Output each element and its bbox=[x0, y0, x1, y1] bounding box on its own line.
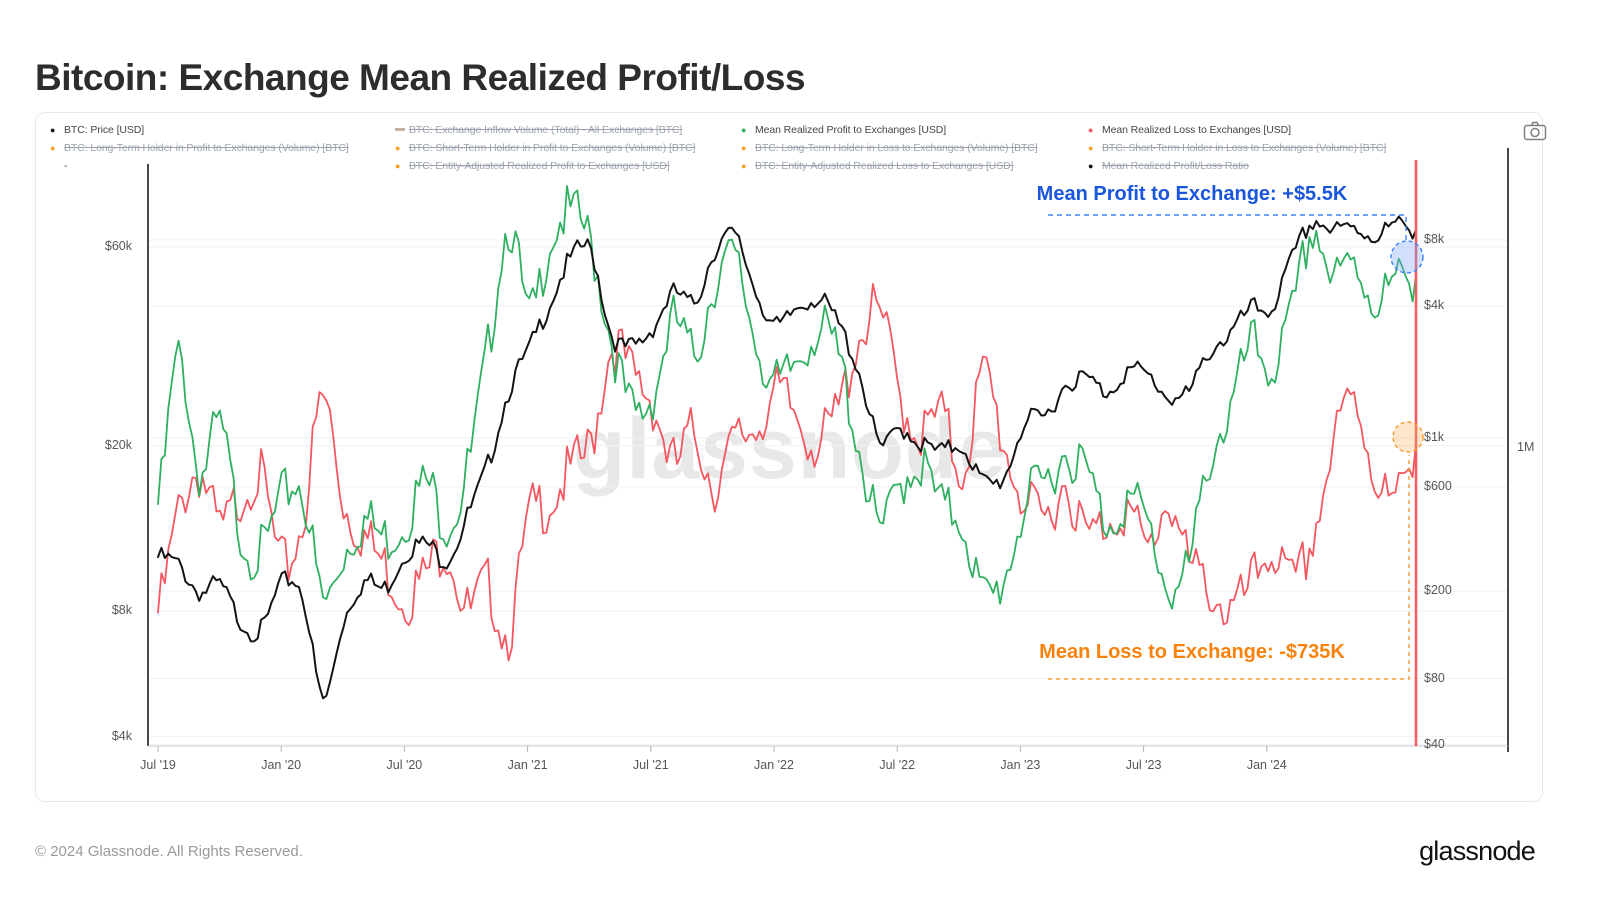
right-axis-tick: $600 bbox=[1424, 478, 1452, 493]
legend-item[interactable]: ● BTC: Long-Term Holder in Profit to Exch… bbox=[50, 142, 395, 155]
left-axis-tick: $4k bbox=[111, 728, 132, 743]
chart-card bbox=[35, 112, 1543, 802]
legend-item-label: BTC: Entity-Adjusted Realized Profit to … bbox=[409, 160, 670, 172]
legend-item-label: - bbox=[64, 160, 68, 172]
left-axis-tick: $60k bbox=[104, 239, 132, 253]
legend-item[interactable]: ● Mean Realized Loss to Exchanges [USD] bbox=[1088, 124, 1386, 137]
loss-highlight-circle bbox=[1392, 421, 1424, 453]
legend-dot-icon: ● bbox=[50, 125, 56, 135]
right-axis-tick: $80 bbox=[1424, 670, 1445, 685]
profit-highlight-circle bbox=[1390, 240, 1424, 274]
loss-annotation-dashes bbox=[1048, 455, 1410, 680]
right-axis-tick: $4k bbox=[1424, 298, 1445, 312]
annotation-mean-profit: Mean Profit to Exchange: +$5.5K bbox=[1036, 183, 1348, 205]
legend-item[interactable]: ● BTC: Short-Term Holder in Loss to Excha… bbox=[1088, 142, 1386, 155]
legend-dot-icon: ● bbox=[50, 143, 56, 153]
x-axis-tick: Jul '20 bbox=[386, 758, 423, 772]
left-axis-tick: $8k bbox=[111, 603, 132, 618]
right-axis-tick: $1k bbox=[1424, 430, 1445, 445]
legend-dot-icon: ● bbox=[1088, 143, 1094, 153]
legend-item-label: Mean Realized Profit to Exchanges [USD] bbox=[755, 124, 947, 136]
far-right-axis-tick: 1M bbox=[1517, 440, 1535, 454]
legend-item[interactable]: ● Mean Realized Profit/Loss Ratio bbox=[1088, 160, 1386, 173]
copyright-text: © 2024 Glassnode. All Rights Reserved. bbox=[35, 843, 303, 860]
legend-item[interactable]: ● BTC: Entity-Adjusted Realized Loss to E… bbox=[741, 160, 1088, 173]
glassnode-logo: glassnode bbox=[1419, 836, 1536, 866]
right-axis-tick: $8k bbox=[1424, 232, 1445, 246]
x-axis-tick: Jan '24 bbox=[1246, 758, 1287, 772]
legend-dot-icon: ● bbox=[741, 161, 747, 171]
legend-item[interactable]: ● Mean Realized Profit to Exchanges [USD] bbox=[741, 124, 1088, 137]
x-axis-tick: Jan '22 bbox=[754, 758, 794, 772]
legend-line-icon bbox=[395, 128, 405, 131]
legend-item-label: BTC: Price [USD] bbox=[64, 124, 145, 136]
legend-dot-icon: ● bbox=[741, 125, 747, 135]
camera-button[interactable] bbox=[1522, 121, 1548, 143]
legend-dot-icon: ● bbox=[1088, 161, 1094, 171]
legend-item-label: BTC: Short-Term Holder in Loss to Exchan… bbox=[1102, 142, 1387, 154]
x-axis-tick: Jan '21 bbox=[507, 758, 548, 772]
right-axis-tick: $200 bbox=[1424, 583, 1452, 598]
legend-item[interactable]: - bbox=[50, 160, 395, 173]
right-axis-tick: $40 bbox=[1424, 736, 1445, 751]
legend-dot-icon: ● bbox=[741, 143, 747, 153]
profit-line bbox=[157, 185, 1417, 610]
legend-dot-icon: ● bbox=[395, 143, 401, 153]
x-axis-tick: Jan '20 bbox=[261, 758, 302, 772]
loss-line bbox=[157, 282, 1417, 662]
x-axis-tick: Jul '21 bbox=[632, 758, 669, 772]
price-line bbox=[157, 215, 1417, 700]
legend-item[interactable]: BTC: Exchange Inflow Volume (Total) - Al… bbox=[395, 124, 741, 137]
legend-item[interactable]: ● BTC: Price [USD] bbox=[50, 124, 395, 137]
legend-item-label: BTC: Long-Term Holder in Loss to Exchang… bbox=[755, 142, 1038, 154]
legend-item-label: BTC: Long-Term Holder in Profit to Excha… bbox=[64, 142, 349, 154]
page-title: Bitcoin: Exchange Mean Realized Profit/L… bbox=[35, 56, 806, 98]
x-axis-tick: Jan '23 bbox=[1000, 758, 1041, 772]
legend-item-label: Mean Realized Loss to Exchanges [USD] bbox=[1102, 124, 1291, 136]
legend-item-label: Mean Realized Profit/Loss Ratio bbox=[1102, 160, 1249, 172]
legend-item-label: BTC: Exchange Inflow Volume (Total) - Al… bbox=[409, 124, 683, 136]
x-axis-tick: Jul '23 bbox=[1125, 758, 1162, 772]
legend-item-label: BTC: Short-Term Holder in Profit to Exch… bbox=[409, 142, 696, 154]
legend-dot-icon: ● bbox=[395, 161, 401, 171]
x-axis-tick: Jul '22 bbox=[879, 758, 916, 772]
left-axis-tick: $20k bbox=[104, 437, 132, 452]
legend-item[interactable]: ● BTC: Long-Term Holder in Loss to Exchan… bbox=[741, 142, 1088, 155]
x-axis-tick: Jul '19 bbox=[140, 758, 176, 772]
camera-icon bbox=[1523, 121, 1547, 141]
legend-item-label: BTC: Entity-Adjusted Realized Loss to Ex… bbox=[755, 160, 1014, 172]
chart-legend: ● BTC: Price [USD] BTC: Exchange Inflow Vo… bbox=[50, 124, 1386, 173]
profit-annotation-dashes bbox=[1048, 214, 1407, 240]
legend-dot-icon: ● bbox=[1088, 125, 1094, 135]
legend-item[interactable]: ● BTC: Short-Term Holder in Profit to Exc… bbox=[395, 142, 741, 155]
annotation-mean-loss: Mean Loss to Exchange: -$735K bbox=[1039, 641, 1345, 663]
legend-item[interactable]: ● BTC: Entity-Adjusted Realized Profit to… bbox=[395, 160, 741, 173]
